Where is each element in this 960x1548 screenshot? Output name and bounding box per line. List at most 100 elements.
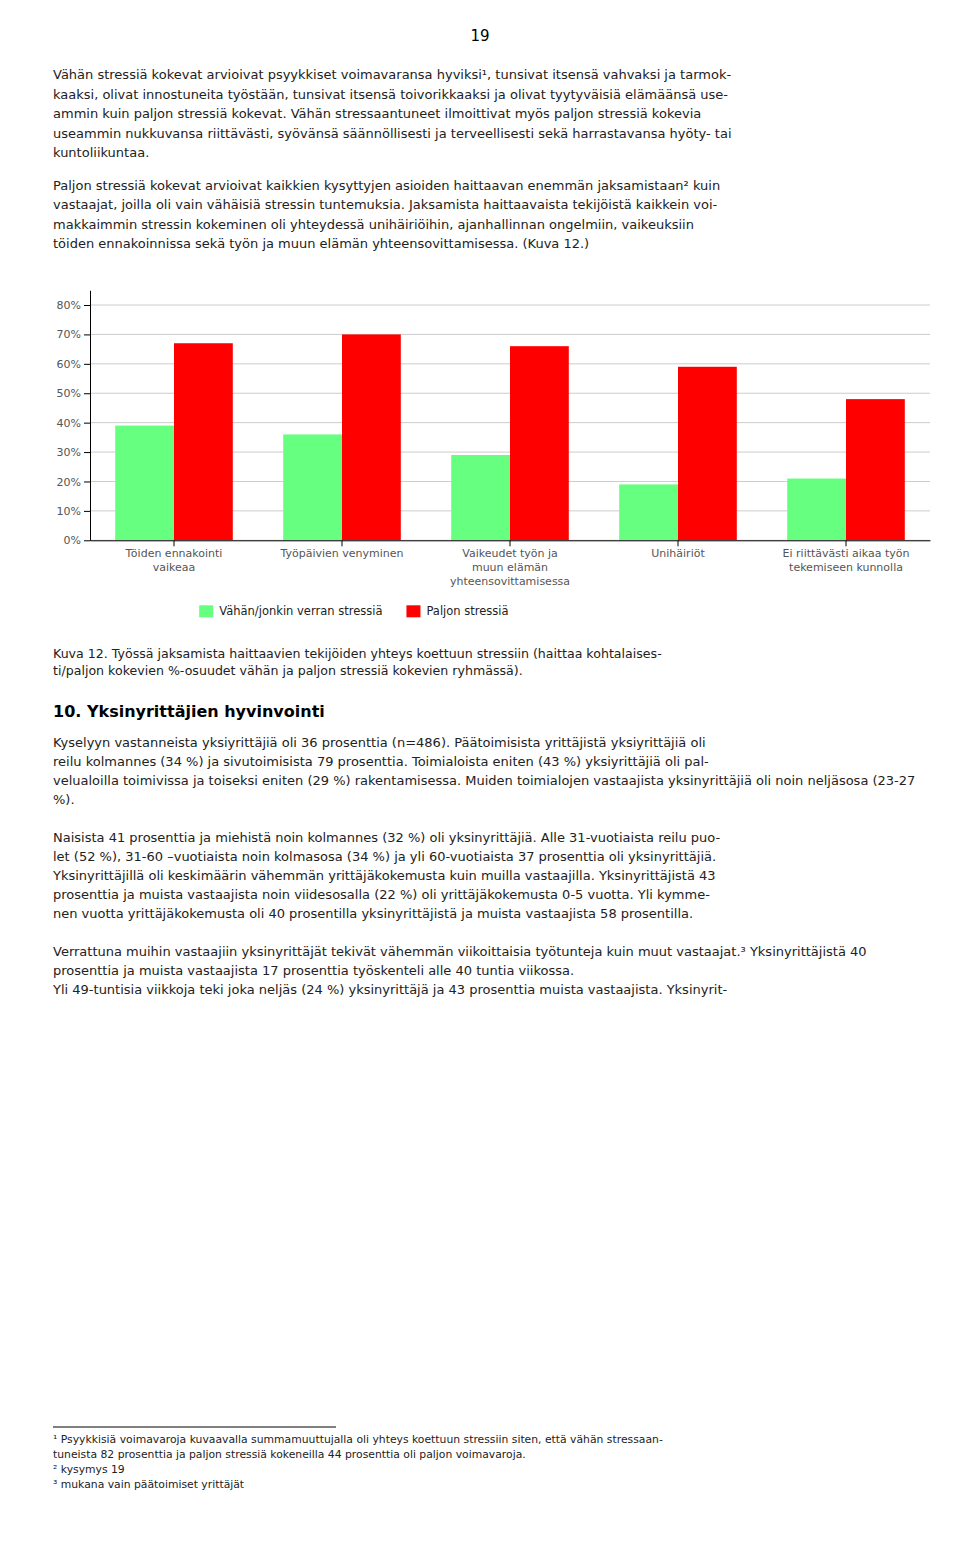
text-line: reilu kolmannes (34 %) ja sivutoimisista… [53, 754, 709, 769]
page: 19 Vähän stressiä kokevat arvioivat psyyk… [0, 0, 960, 1548]
y-tick-label: 30% [57, 446, 81, 459]
chart: 0% 10% 20% 30% 40% 50% 60% 70% 80% Töiden ennakoi… [57, 291, 931, 619]
text-line: ³ mukana vain päätoimiset yrittäjät [53, 1478, 244, 1491]
text-line: velualoilla toimivissa ja toiseksi enite… [53, 773, 915, 788]
text-line: Unihäiriöt [651, 547, 705, 560]
text-line: let (52 %), 31-60 –vuotiaista noin kolma… [53, 849, 716, 864]
tick-mark [342, 540, 343, 546]
text-block: Paljon stressiä kokevat arvioivat kaikki… [53, 178, 720, 252]
legend: Vähän/jonkin verran stressiä Paljon stres… [199, 604, 508, 618]
text-line: vastaajat, joilla oli vain vähäisiä stre… [53, 197, 718, 212]
bar [342, 334, 401, 540]
bars [115, 334, 905, 540]
y-tick: 70% [57, 328, 90, 341]
x-tick: Töiden ennakointivaikeaa [125, 540, 223, 574]
x-tick: Vaikeudet työn jamuun elämänyhteensovitt… [450, 540, 570, 587]
tick-mark [84, 511, 90, 512]
bar [174, 343, 233, 540]
y-tick-label: 50% [57, 387, 81, 400]
tick-mark [84, 423, 90, 424]
tick-mark [846, 540, 847, 546]
legend-item: Paljon stressiä [406, 604, 508, 618]
text-line: Yli 49-tuntisia viikkoja teki joka neljä… [52, 982, 727, 997]
tick-mark [84, 305, 90, 306]
body-text: Kyselyyn vastanneista yksiyrittäjiä oli … [52, 735, 915, 997]
x-tick: Työpäivien venyminen [279, 540, 403, 560]
text-line: Verrattuna muihin vastaajiin yksinyrittä… [53, 944, 867, 959]
text-line: useammin nukkuvansa riittävästi, syöväns… [53, 126, 732, 141]
text-line: ammin kuin paljon stressiä kokevat. Vähä… [53, 106, 701, 121]
text-line: vaikeaa [153, 561, 196, 574]
text-line: prosenttia ja muista vastaajista noin vi… [53, 887, 710, 902]
tick-mark [84, 364, 90, 365]
bar [846, 399, 905, 540]
y-tick-label: 40% [57, 417, 81, 430]
text-line: Paljon stressiä kokevat arvioivat kaikki… [53, 178, 720, 193]
tick-mark [84, 481, 90, 482]
text-line: Töiden ennakointi [125, 547, 223, 560]
footnotes: ¹ Psyykkisiä voimavaroja kuvaavalla summ… [53, 1433, 663, 1491]
legend-swatch [406, 605, 420, 617]
legend-swatch [199, 605, 213, 617]
text-line: 19 [470, 27, 489, 45]
tick-mark [678, 540, 679, 546]
text-line: ² kysymys 19 [53, 1463, 125, 1476]
text-line: Vähän stressiä kokevat arvioivat psyykki… [53, 67, 731, 82]
text-line: Ei riittävästi aikaa työn [783, 547, 910, 560]
legend-item: Vähän/jonkin verran stressiä [199, 604, 382, 618]
bar [451, 455, 510, 540]
bar [678, 367, 737, 541]
grid-line [90, 305, 930, 306]
text-line: tuneista 82 prosenttia ja paljon stressi… [53, 1448, 526, 1461]
bar-series [174, 334, 905, 540]
x-axis: Töiden ennakointivaikeaa Työpäivien venym… [91, 540, 931, 587]
text-line: 10. Yksinyrittäjien hyvinvointi [53, 702, 325, 721]
tick-mark [84, 334, 90, 335]
text-block: Vähän stressiä kokevat arvioivat psyykki… [53, 67, 732, 160]
text-line: tekemiseen kunnolla [789, 561, 903, 574]
x-tick-label: Vaikeudet työn jamuun elämänyhteensovitt… [450, 547, 570, 588]
y-tick: 60% [57, 358, 90, 371]
text-line: muun elämän [472, 561, 548, 574]
tick-mark [84, 540, 90, 541]
bar [619, 484, 678, 540]
text-line: Vaikeudet työn ja [462, 547, 558, 560]
legend-label: Paljon stressiä [426, 604, 508, 618]
text-line: yhteensovittamisessa [450, 575, 570, 588]
tick-mark [84, 452, 90, 453]
y-axis: 0% 10% 20% 30% 40% 50% 60% 70% 80% [57, 291, 91, 548]
y-tick-label: 10% [57, 505, 81, 518]
text-line: kuntoliikuntaa. [53, 145, 149, 160]
tick-mark [174, 540, 175, 546]
y-tick: 50% [57, 387, 90, 400]
text-line: kaaksi, olivat innostuneita työstään, tu… [53, 87, 728, 102]
y-tick-label: 70% [57, 328, 81, 341]
tick-mark [84, 393, 90, 394]
y-tick: 80% [57, 299, 90, 312]
x-tick: Ei riittävästi aikaa työntekemiseen kunn… [783, 540, 910, 574]
text-line: makkaimmin stressin kokeminen oli yhteyd… [53, 217, 694, 232]
page-number: 19 [470, 27, 489, 45]
legend-label: Vähän/jonkin verran stressiä [219, 604, 382, 618]
x-tick-label: Unihäiriöt [651, 547, 705, 560]
bar [283, 434, 342, 540]
text-line: Työpäivien venyminen [279, 547, 403, 560]
grid-line [90, 334, 930, 335]
y-tick: 20% [57, 475, 90, 488]
y-tick-label: 80% [57, 299, 81, 312]
grid [90, 305, 930, 540]
y-tick: 30% [57, 446, 90, 459]
x-tick-label: Ei riittävästi aikaa työntekemiseen kunn… [783, 547, 910, 574]
y-tick: 0% [64, 534, 90, 547]
text-line: nen vuotta yrittäjäkokemusta oli 40 pros… [53, 906, 693, 921]
text-line: Kyselyyn vastanneista yksiyrittäjiä oli … [53, 735, 706, 750]
text-line: prosenttia ja muista vastaajista 17 pros… [53, 963, 574, 978]
text-line: Naisista 41 prosenttia ja miehistä noin … [53, 830, 720, 845]
text-line: töiden ennakoinnissa sekä työn ja muun e… [53, 236, 589, 251]
y-tick-label: 0% [64, 534, 81, 547]
x-tick: Unihäiriöt [651, 540, 705, 560]
y-tick-label: 20% [57, 475, 81, 488]
tick-mark [510, 540, 511, 546]
x-tick-label: Töiden ennakointivaikeaa [125, 547, 223, 574]
text-line: %). [53, 792, 75, 807]
